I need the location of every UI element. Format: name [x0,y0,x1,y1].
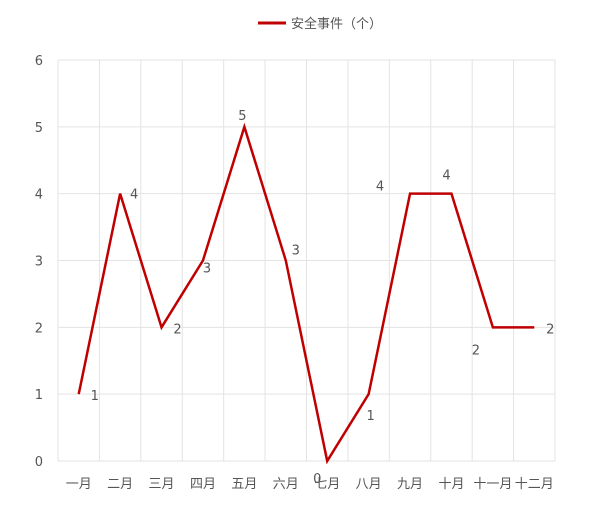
data-label: 3 [292,244,300,259]
grid [57,59,556,462]
x-tick-label: 一月 [66,477,92,492]
x-tick-label: 八月 [356,477,382,492]
data-labels: 1 4 2 3 5 3 0 1 4 4 2 2 [91,109,555,487]
data-label: 1 [366,409,374,424]
data-label: 2 [546,322,554,337]
x-axis: 一月 二月 三月 四月 五月 六月 七月 八月 九月 十月 十一月 十二月 [66,477,554,492]
x-tick-label: 七月 [314,477,340,492]
data-label: 2 [472,343,480,358]
y-tick-label: 1 [35,388,43,403]
data-label: 4 [376,180,384,195]
data-label: 5 [238,109,246,124]
data-label: 1 [91,389,99,404]
series-line [77,122,535,465]
x-tick-label: 九月 [397,477,423,492]
data-label: 4 [130,188,138,203]
data-label: 3 [203,262,211,277]
x-tick-label: 四月 [190,477,216,492]
y-tick-label: 3 [35,255,43,270]
x-tick-label: 六月 [273,477,299,492]
y-tick-label: 2 [35,321,43,336]
x-tick-label: 五月 [231,477,257,492]
x-tick-label: 十一月 [473,477,512,492]
x-tick-label: 二月 [107,477,133,492]
legend-label: 安全事件（个） [291,16,382,32]
y-axis: 0 1 2 3 4 5 6 [35,54,43,470]
y-tick-label: 4 [35,188,43,203]
y-tick-label: 0 [35,455,43,470]
x-tick-label: 十月 [438,477,464,492]
data-label: 4 [442,169,450,184]
x-tick-label: 三月 [149,477,175,492]
data-label: 2 [173,322,181,337]
y-tick-label: 6 [35,54,43,69]
series-layer [77,122,535,465]
y-tick-label: 5 [35,121,43,136]
legend: 安全事件（个） [258,16,382,32]
x-tick-label: 十二月 [515,477,554,492]
data-label: 0 [313,472,321,487]
